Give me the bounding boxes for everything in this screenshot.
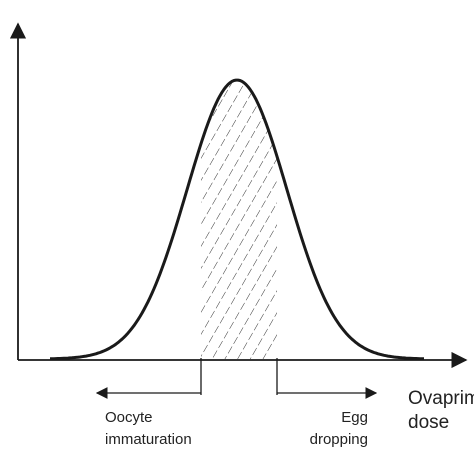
axis-label-line1: Ovaprim xyxy=(408,388,474,409)
axis-label-line2: dose xyxy=(408,412,449,433)
right-label-line2: dropping xyxy=(310,431,368,448)
right-label-line1: Egg xyxy=(341,409,368,426)
bell-curve xyxy=(50,78,424,361)
left-label-line1: Oocyte xyxy=(105,409,153,426)
hatched-effective-dose-region xyxy=(201,80,277,359)
left-label-line2: immaturation xyxy=(105,431,192,448)
